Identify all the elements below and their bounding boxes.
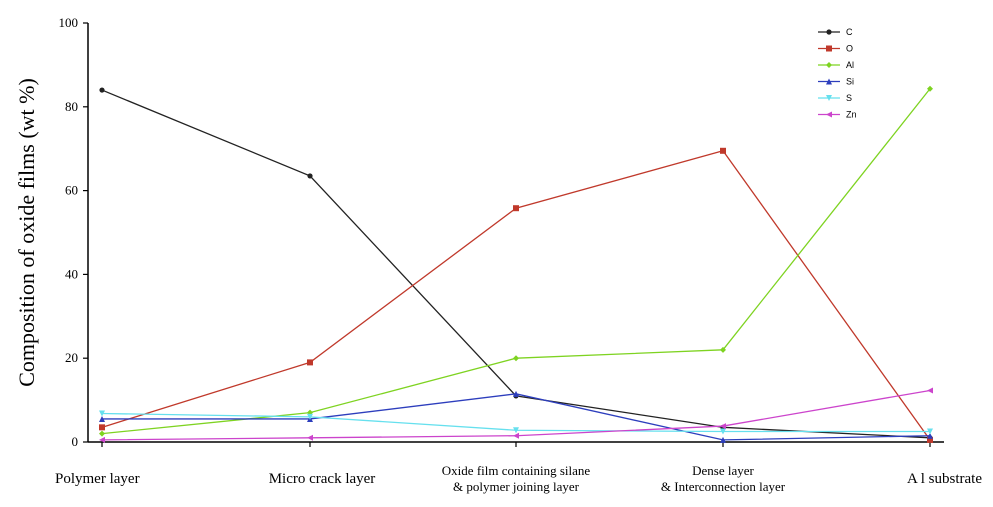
- x-category-label: Polymer layer: [55, 471, 140, 487]
- x-category-label: & Interconnection layer: [661, 479, 786, 494]
- legend-label-s: S: [846, 93, 852, 103]
- data-point-si: [99, 415, 105, 422]
- legend-marker-zn: [826, 111, 832, 118]
- data-point-si: [513, 390, 519, 397]
- y-axis-title: Composition of oxide films (wt %): [14, 78, 39, 387]
- data-point-zn: [513, 432, 519, 439]
- legend-marker-o: [826, 45, 832, 52]
- data-point-zn: [307, 434, 313, 441]
- data-point-o: [307, 359, 313, 366]
- legend-item-c: C: [818, 27, 853, 37]
- legend-item-si: Si: [818, 77, 854, 87]
- legend-label-si: Si: [846, 77, 854, 87]
- data-point-al: [99, 430, 105, 437]
- data-point-s: [720, 428, 726, 435]
- data-point-o: [720, 147, 726, 154]
- x-category-label: A l substrate: [907, 471, 982, 487]
- legend-marker-si: [826, 78, 832, 85]
- legend-label-c: C: [846, 27, 853, 37]
- data-point-c: [99, 87, 105, 93]
- data-point-si: [927, 432, 933, 439]
- data-point-al: [927, 85, 933, 92]
- data-point-zn: [927, 387, 933, 394]
- series-c: [99, 87, 933, 441]
- x-category-label: Dense layer: [692, 463, 754, 478]
- y-tick-label: 100: [59, 15, 79, 30]
- legend-marker-s: [826, 95, 832, 101]
- series-line-al: [101, 88, 931, 435]
- series-line-c: [101, 89, 931, 439]
- x-category-label: Oxide film containing silane: [442, 463, 591, 478]
- series-s: [99, 410, 933, 435]
- series-o: [99, 147, 933, 443]
- data-point-s: [513, 427, 519, 434]
- legend-label-zn: Zn: [846, 110, 857, 120]
- series-layer: [99, 85, 933, 443]
- legend: CO Al Si S Zn: [818, 27, 857, 120]
- series-al: [99, 85, 933, 437]
- data-point-s: [927, 428, 933, 435]
- data-point-o: [99, 424, 105, 431]
- data-point-o: [513, 205, 519, 212]
- y-tick-label: 60: [65, 183, 78, 198]
- data-point-al: [720, 346, 726, 353]
- legend-marker-al: [826, 62, 832, 68]
- y-tick-label: 40: [65, 266, 78, 281]
- data-point-c: [307, 173, 313, 179]
- y-tick-label: 0: [72, 434, 79, 449]
- data-point-zn: [720, 423, 726, 430]
- legend-item-al: Al: [818, 60, 854, 70]
- data-point-s: [307, 413, 313, 420]
- x-category-label: Micro crack layer: [269, 471, 376, 487]
- legend-label-al: Al: [846, 60, 854, 70]
- legend-marker-c: [826, 29, 832, 35]
- legend-item-o: O: [818, 44, 853, 54]
- data-point-al: [513, 355, 519, 362]
- legend-item-s: S: [818, 93, 852, 103]
- labels-layer: 0 20 40 60 80 100 Polymer layer Micro crack lay…: [14, 15, 982, 494]
- y-tick-label: 80: [65, 99, 78, 114]
- y-tick-label: 20: [65, 350, 78, 365]
- x-category-label: & polymer joining layer: [453, 479, 580, 494]
- data-point-o: [927, 436, 933, 443]
- legend-item-zn: Zn: [818, 110, 857, 120]
- data-point-zn: [99, 436, 105, 443]
- series-zn: [99, 387, 933, 443]
- data-point-si: [720, 436, 726, 443]
- data-point-s: [99, 410, 105, 417]
- legend-label-o: O: [846, 44, 853, 54]
